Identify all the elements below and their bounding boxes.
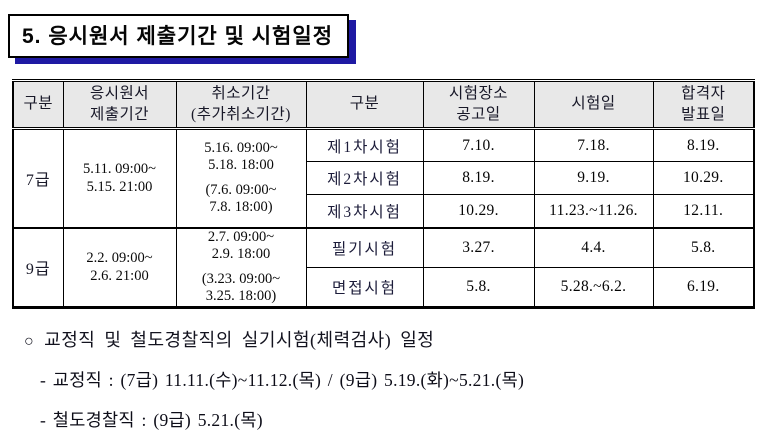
exam-date-cell: 7.18. — [533, 127, 654, 162]
grade-cell-7: 7급 — [12, 127, 64, 228]
exam-type-cell: 면접시험 — [305, 267, 424, 308]
header-result-date: 합격자 발표일 — [652, 80, 755, 130]
exam-type-cell: 제1차시험 — [305, 127, 424, 162]
venue-announce-cell: 3.27. — [422, 226, 535, 268]
result-date-cell: 6.19. — [652, 267, 755, 308]
header-submission-period: 응시원서 제출기간 — [62, 80, 177, 130]
cancel-main: 2.7. 09:00~ 2.9. 18:00 — [207, 228, 275, 263]
submission-period-cell-7: 5.11. 09:00~ 5.15. 21:00 — [62, 127, 177, 228]
header-venue-announce: 시험장소 공고일 — [422, 80, 535, 130]
exam-schedule-table: 구분 응시원서 제출기간 취소기간 (추가취소기간) 구분 시험장소 공고일 시… — [12, 79, 755, 309]
exam-date-cell: 11.23.~11.26. — [533, 194, 654, 228]
notes-heading-text: 교정직 및 철도경찰직의 실기시험(체력검사) 일정 — [44, 330, 435, 350]
venue-announce-cell: 8.19. — [422, 161, 535, 195]
grade-cell-9: 9급 — [12, 226, 64, 308]
submission-period-cell-9: 2.2. 09:00~ 2.6. 21:00 — [62, 226, 177, 308]
result-date-cell: 12.11. — [652, 194, 755, 228]
cancel-extra: (3.23. 09:00~ 3.25. 18:00) — [201, 270, 281, 305]
header-exam-date: 시험일 — [533, 80, 654, 130]
header-cancel-period: 취소기간 (추가취소기간) — [175, 80, 307, 130]
note-item: - 교정직 : (7급) 11.11.(수)~11.12.(목) / (9급) … — [40, 370, 525, 390]
title-section: 5. 응시원서 제출기간 및 시험일정 — [0, 0, 768, 58]
circle-bullet-icon: ○ — [24, 333, 35, 350]
exam-date-cell: 4.4. — [533, 226, 654, 268]
table-row: 제2차시험 8.19. 9.19. 10.29. — [13, 161, 755, 195]
venue-announce-cell: 5.8. — [422, 267, 535, 308]
notes-heading: ○ 교정직 및 철도경찰직의 실기시험(체력검사) 일정 — [24, 326, 768, 352]
notes-section: ○ 교정직 및 철도경찰직의 실기시험(체력검사) 일정 - 교정직 : (7급)… — [24, 326, 768, 432]
page-title: 5. 응시원서 제출기간 및 시험일정 — [8, 14, 350, 58]
result-date-cell: 8.19. — [652, 127, 755, 162]
header-exam-type: 구분 — [305, 80, 424, 130]
result-date-cell: 10.29. — [652, 161, 755, 195]
header-category: 구분 — [12, 80, 64, 130]
table-row: 제3차시험 10.29. 11.23.~11.26. 12.11. — [13, 194, 755, 228]
venue-announce-cell: 7.10. — [422, 127, 535, 162]
exam-date-cell: 9.19. — [533, 161, 654, 195]
venue-announce-cell: 10.29. — [422, 194, 535, 228]
exam-type-cell: 필기시험 — [305, 226, 424, 268]
cancel-period-cell-9: 2.7. 09:00~ 2.9. 18:00 (3.23. 09:00~ 3.2… — [175, 226, 307, 308]
table-row: 9급 2.2. 09:00~ 2.6. 21:00 2.7. 09:00~ 2.… — [12, 226, 755, 308]
table-row: 7급 5.11. 09:00~ 5.15. 21:00 5.16. 09:00~… — [12, 127, 755, 228]
exam-date-cell: 5.28.~6.2. — [533, 267, 654, 308]
cancel-period-cell-7: 5.16. 09:00~ 5.18. 18:00 (7.6. 09:00~ 7.… — [175, 127, 307, 228]
cancel-main: 5.16. 09:00~ 5.18. 18:00 — [204, 139, 278, 174]
table-header-row: 구분 응시원서 제출기간 취소기간 (추가취소기간) 구분 시험장소 공고일 시… — [12, 80, 755, 130]
note-item: - 철도경찰직 : (9급) 5.21.(목) — [40, 410, 263, 430]
result-date-cell: 5.8. — [652, 226, 755, 268]
exam-type-cell: 제3차시험 — [305, 194, 424, 228]
cancel-extra: (7.6. 09:00~ 7.8. 18:00) — [205, 181, 277, 216]
table-row: 면접시험 5.8. 5.28.~6.2. 6.19. — [13, 267, 755, 308]
exam-type-cell: 제2차시험 — [305, 161, 424, 195]
